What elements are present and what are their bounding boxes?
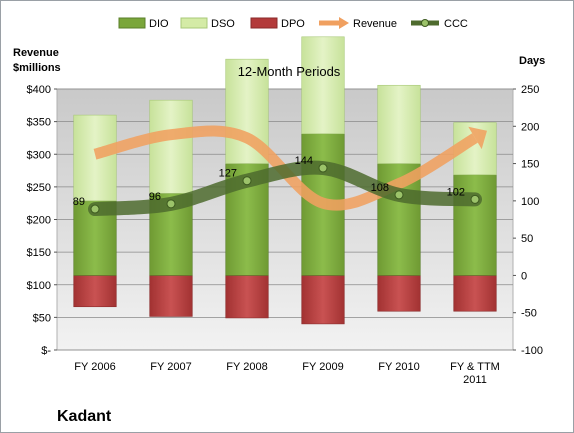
legend-item-dso: DSO [180,17,235,30]
dpo-bar [453,275,497,312]
legend-label: Revenue [353,18,397,30]
ccc-marker [166,199,176,209]
right-tick-label: 0 [521,270,527,282]
dso-bar [377,84,421,164]
left-tick-label: $200 [27,215,51,227]
right-axis-title: Days [519,55,545,67]
legend-swatch [250,17,278,29]
right-tick-label: 200 [521,121,539,133]
dpo-bar [225,275,269,319]
dso-bar [149,99,193,194]
legend-marker [421,19,429,27]
axes: $- $50 $100 $150 $200 $250 $300 $350 $400 -100 -50… [27,84,544,386]
left-tick-label: $250 [27,182,51,194]
chart-title: 12-Month Periods [238,64,341,79]
ccc-marker [394,190,404,200]
dio-bar [453,174,497,276]
ccc-marker [470,194,480,204]
left-tick-label: $50 [33,312,51,324]
legend: DIO DSO DPO Revenue CCC [118,17,468,30]
revenue-series [93,125,487,211]
category-label: 2011 [463,374,487,386]
revenue-line [93,125,478,211]
right-tick-label: 100 [521,196,539,208]
category-label: FY 2008 [226,361,267,373]
right-tick-label: 250 [521,84,539,96]
right-tick-label: 150 [521,159,539,171]
dso-bar [73,114,117,202]
ccc-marker [242,176,252,186]
legend-item-revenue: Revenue [319,17,397,30]
legend-item-ccc: CCC [411,18,468,30]
company-name: Kadant [57,408,112,425]
legend-label: DPO [281,18,305,30]
ccc-marker [90,204,100,214]
category-label: FY & TTM [450,361,500,373]
right-tick-label: 50 [521,233,533,245]
dpo-bar [301,275,345,325]
left-axis-title-line1: Revenue [13,47,59,59]
left-tick-label: $- [41,345,51,357]
category-label: FY 2009 [302,361,343,373]
legend-arrowhead [339,17,349,29]
right-tick-label: -50 [521,308,537,320]
ccc-data-label: 127 [219,168,237,180]
left-axis-title-line2: $millions [13,62,61,74]
ccc-line [88,160,482,217]
category-label: FY 2007 [150,361,191,373]
ccc-data-label: 108 [371,182,389,194]
category-label: FY 2006 [74,361,115,373]
legend-label: DSO [211,18,235,30]
left-tick-label: $350 [27,117,51,129]
left-tick-label: $150 [27,247,51,259]
ccc-data-label: 96 [149,191,161,203]
dpo-bar [149,275,193,317]
ccc-series: 89 96 127 144 108 102 [73,155,482,217]
left-tick-label: $300 [27,149,51,161]
legend-item-dpo: DPO [250,17,305,30]
left-tick-label: $100 [27,280,51,292]
revenue-arrowhead [468,126,487,150]
dpo-bar [377,275,421,312]
category-label: FY 2010 [378,361,419,373]
ccc-marker [318,163,328,173]
dpo-bar [73,275,117,308]
legend-swatch [180,17,208,29]
legend-label: DIO [149,18,169,30]
right-tick-label: -100 [521,345,543,357]
ccc-data-label: 89 [73,196,85,208]
ccc-data-label: 144 [295,155,313,167]
legend-swatch [118,17,146,29]
legend-item-dio: DIO [118,17,169,30]
left-tick-label: $400 [27,84,51,96]
ccc-data-label: 102 [447,186,465,198]
grid-lines [57,88,513,351]
dso-bar [301,36,345,135]
legend-label: CCC [444,18,468,30]
